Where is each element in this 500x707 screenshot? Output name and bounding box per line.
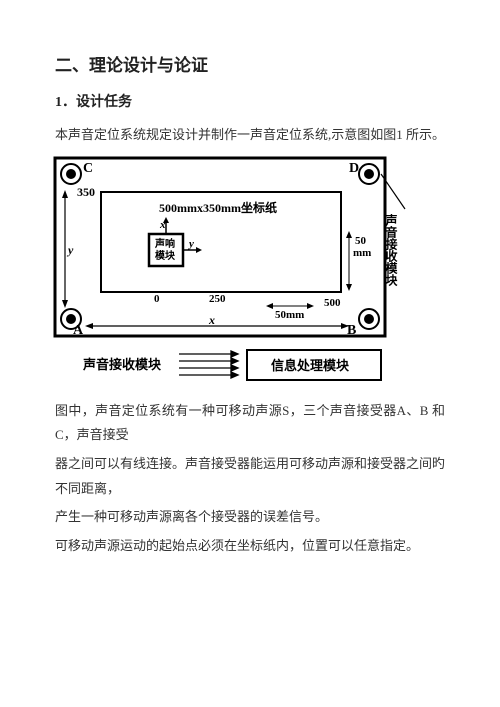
- x-arrow-label: x: [159, 219, 166, 231]
- info-module-label: 信息处理模块: [271, 358, 350, 373]
- intro-paragraph: 本声音定位系统规定设计并制作一声音定位系统,示意图如图1 所示。: [55, 123, 445, 148]
- body-p3: 产生一种可移动声源离各个接受器的误差信号。: [55, 505, 445, 530]
- y-left-label: y: [66, 243, 74, 257]
- body-p1: 图中，声音定位系统有一种可移动声源S，三个声音接受器A、B 和C，声音接受: [55, 399, 445, 448]
- origin-zero: 0: [154, 293, 160, 305]
- body-p4: 可移动声源运动的起始点必须在坐标纸内，位置可以任意指定。: [55, 534, 445, 559]
- subsection-heading: 1．设计任务: [55, 90, 445, 117]
- dim-50-r1: 50: [355, 235, 367, 247]
- section-heading: 二、理论设计与论证: [55, 50, 445, 82]
- y-arrow-label: y: [187, 238, 194, 250]
- system-diagram: C D A B 350 500mmx350mm坐标纸 声响 模块 x y 0 2…: [49, 154, 445, 389]
- rx-label-right: 声音接收模块: [384, 212, 398, 286]
- corner-d-label: D: [349, 161, 359, 176]
- sound-module-line2: 模块: [155, 249, 176, 262]
- paper-label: 500mmx350mm坐标纸: [159, 200, 277, 215]
- x-bottom-label: x: [208, 313, 215, 327]
- corner-c-label: C: [83, 161, 93, 176]
- sound-module-line1: 声响: [154, 237, 175, 250]
- body-p2: 器之间可以有线连接。声音接受器能运用可移动声源和接受器之间旳不同距离，: [55, 452, 445, 501]
- corner-a-label: A: [73, 323, 84, 338]
- x500-label: 500: [324, 297, 341, 309]
- dim-50-r2: mm: [353, 247, 371, 259]
- rx-label-bottomleft: 声音接收模块: [82, 357, 162, 372]
- y350-label: 350: [77, 185, 95, 199]
- x250-label: 250: [209, 293, 226, 305]
- dim-50-bottom: 50mm: [275, 309, 304, 321]
- corner-b-label: B: [347, 323, 356, 338]
